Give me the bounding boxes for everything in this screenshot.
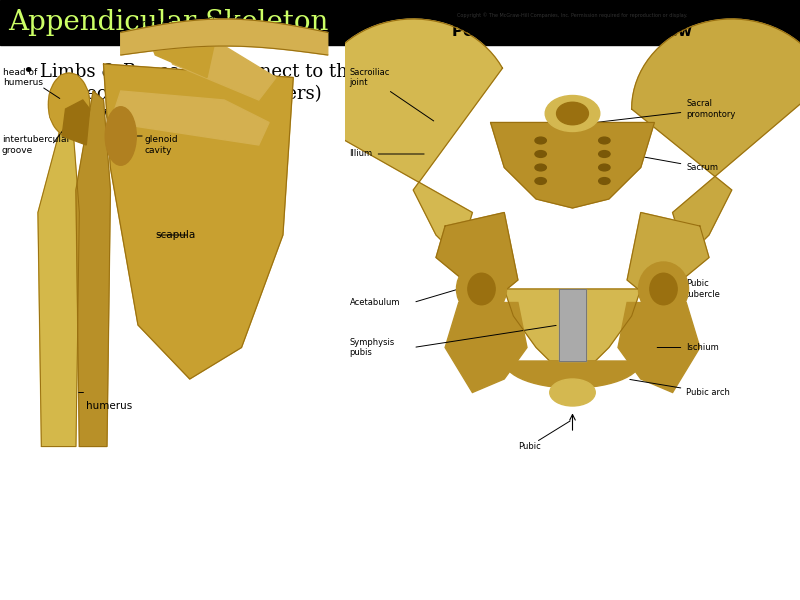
Polygon shape — [62, 100, 90, 145]
Polygon shape — [632, 19, 800, 257]
Text: clavicle: clavicle — [207, 14, 242, 23]
Bar — [0, 0, 800, 45]
Ellipse shape — [535, 137, 546, 144]
Polygon shape — [313, 19, 502, 257]
Polygon shape — [110, 91, 269, 145]
Text: Acetabulum: Acetabulum — [350, 298, 400, 307]
Text: Sacroiliac
joint: Sacroiliac joint — [350, 68, 434, 121]
Text: o: o — [57, 105, 65, 118]
Polygon shape — [103, 64, 294, 379]
Ellipse shape — [546, 95, 600, 131]
Polygon shape — [445, 302, 527, 392]
Ellipse shape — [598, 178, 610, 184]
Polygon shape — [436, 212, 518, 302]
Ellipse shape — [535, 151, 546, 157]
Text: Sacrum: Sacrum — [630, 154, 718, 172]
Ellipse shape — [598, 164, 610, 171]
Text: Limbs & Bones that connect to the: Limbs & Bones that connect to the — [40, 63, 358, 81]
Ellipse shape — [557, 102, 589, 125]
Ellipse shape — [48, 73, 90, 136]
Text: coracoid process: coracoid process — [200, 32, 276, 41]
Text: scapula: scapula — [155, 230, 195, 240]
Text: intertubercular
groove: intertubercular groove — [2, 135, 70, 155]
Polygon shape — [76, 91, 110, 446]
Polygon shape — [504, 361, 641, 388]
Ellipse shape — [550, 379, 595, 406]
Text: humerus: humerus — [86, 401, 133, 411]
Text: Pubic: Pubic — [518, 442, 541, 451]
Ellipse shape — [535, 178, 546, 184]
Ellipse shape — [638, 262, 689, 316]
Text: Pubic arch: Pubic arch — [630, 379, 730, 397]
Text: •: • — [22, 63, 34, 81]
Ellipse shape — [535, 164, 546, 171]
Ellipse shape — [598, 151, 610, 157]
Text: Illium: Illium — [350, 149, 424, 158]
Ellipse shape — [106, 107, 136, 165]
Polygon shape — [38, 109, 79, 446]
Text: Pelvic Girdle—Anterior View: Pelvic Girdle—Anterior View — [453, 23, 693, 38]
Polygon shape — [559, 289, 586, 361]
Polygon shape — [490, 122, 654, 208]
Polygon shape — [121, 19, 328, 55]
Ellipse shape — [598, 137, 610, 144]
Text: Copyright © The McGraw-Hill Companies, Inc. Permission required for reproduction: Copyright © The McGraw-Hill Companies, I… — [458, 12, 688, 18]
Ellipse shape — [468, 273, 495, 305]
Text: acromion: acromion — [131, 19, 211, 54]
Polygon shape — [504, 289, 641, 361]
Text: Appendicular Skeleton: Appendicular Skeleton — [8, 9, 328, 36]
Text: Pelvic Girdle (hips): Pelvic Girdle (hips) — [75, 105, 250, 123]
Text: Pectoral Girdle (shoulders): Pectoral Girdle (shoulders) — [75, 85, 322, 103]
Text: head of
humerus: head of humerus — [3, 68, 43, 87]
Ellipse shape — [650, 273, 677, 305]
Polygon shape — [618, 302, 700, 392]
Text: Ischium: Ischium — [657, 343, 719, 352]
Polygon shape — [166, 41, 276, 100]
Text: Sacral
promontory: Sacral promontory — [598, 99, 736, 122]
Text: Symphysis
pubis: Symphysis pubis — [350, 338, 395, 357]
Text: o: o — [57, 85, 65, 98]
Polygon shape — [627, 212, 709, 302]
Text: Pubic
tubercle: Pubic tubercle — [643, 280, 721, 302]
Ellipse shape — [457, 262, 506, 316]
Text: glenoid
cavity: glenoid cavity — [145, 135, 178, 155]
Polygon shape — [148, 28, 214, 77]
